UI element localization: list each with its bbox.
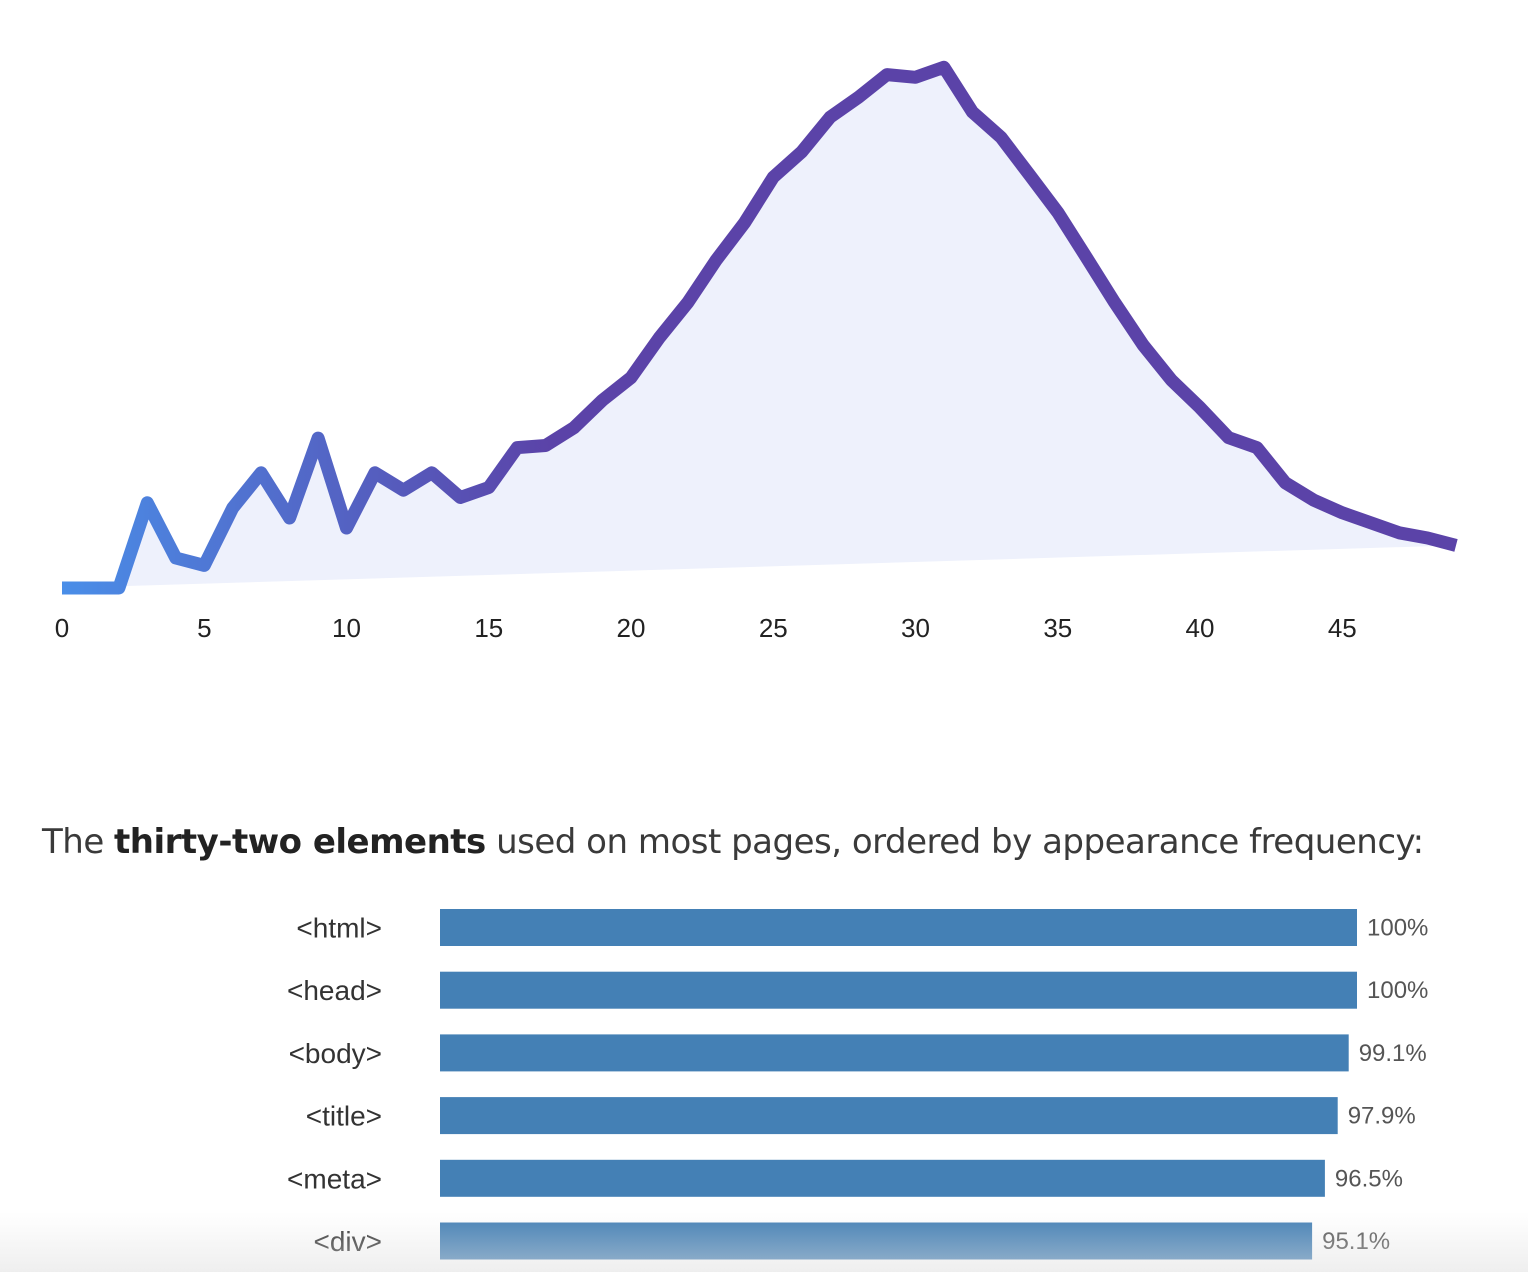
x-axis-ticks: 0 5 10 15 20 25 30 35 40 45 [55, 613, 1357, 643]
bar [440, 971, 1357, 1009]
bar-category-label: <div> [314, 1226, 383, 1257]
area-fill [62, 67, 1456, 589]
bars-group: <html> 100% <head> 100% <body> 99.1% <title> 97… [287, 909, 1428, 1260]
bar [440, 1034, 1349, 1072]
caption-suffix: used on most pages, ordered by appearanc… [485, 822, 1424, 862]
x-tick-label: 40 [1186, 613, 1215, 643]
x-tick-label: 30 [901, 613, 930, 643]
bar-value-label: 99.1% [1359, 1040, 1427, 1067]
caption-bold: thirty-two elements [114, 822, 486, 862]
x-tick-label: 15 [474, 613, 503, 643]
x-tick-label: 5 [197, 613, 211, 643]
bar-value-label: 95.1% [1322, 1228, 1390, 1255]
x-tick-label: 20 [617, 613, 646, 643]
x-tick-label: 0 [55, 613, 69, 643]
bar-category-label: <title> [306, 1101, 382, 1132]
bar-category-label: <head> [287, 975, 382, 1006]
bar [440, 1097, 1338, 1135]
bar [440, 1159, 1325, 1197]
caption-prefix: The [42, 822, 115, 862]
bar-category-label: <body> [289, 1038, 382, 1069]
bar [440, 1222, 1313, 1260]
element-frequency-bar-chart: <html> 100% <head> 100% <body> 99.1% <title> 97… [287, 909, 1428, 1260]
frequency-line-chart: 0 5 10 15 20 25 30 35 40 45 [55, 60, 1458, 643]
series-line [62, 60, 1458, 595]
x-tick-label: 10 [332, 613, 361, 643]
bar [440, 909, 1357, 946]
bar-value-label: 100% [1367, 915, 1428, 942]
x-tick-label: 35 [1043, 613, 1072, 643]
bar-value-label: 96.5% [1335, 1165, 1403, 1192]
bar-value-label: 97.9% [1348, 1103, 1416, 1130]
bar-category-label: <html> [296, 913, 382, 944]
x-tick-label: 45 [1328, 613, 1357, 643]
bar-category-label: <meta> [287, 1163, 382, 1194]
x-tick-label: 25 [759, 613, 788, 643]
bar-value-label: 100% [1367, 977, 1428, 1004]
chart-caption: The thirty-two elements used on most pag… [42, 822, 1424, 862]
